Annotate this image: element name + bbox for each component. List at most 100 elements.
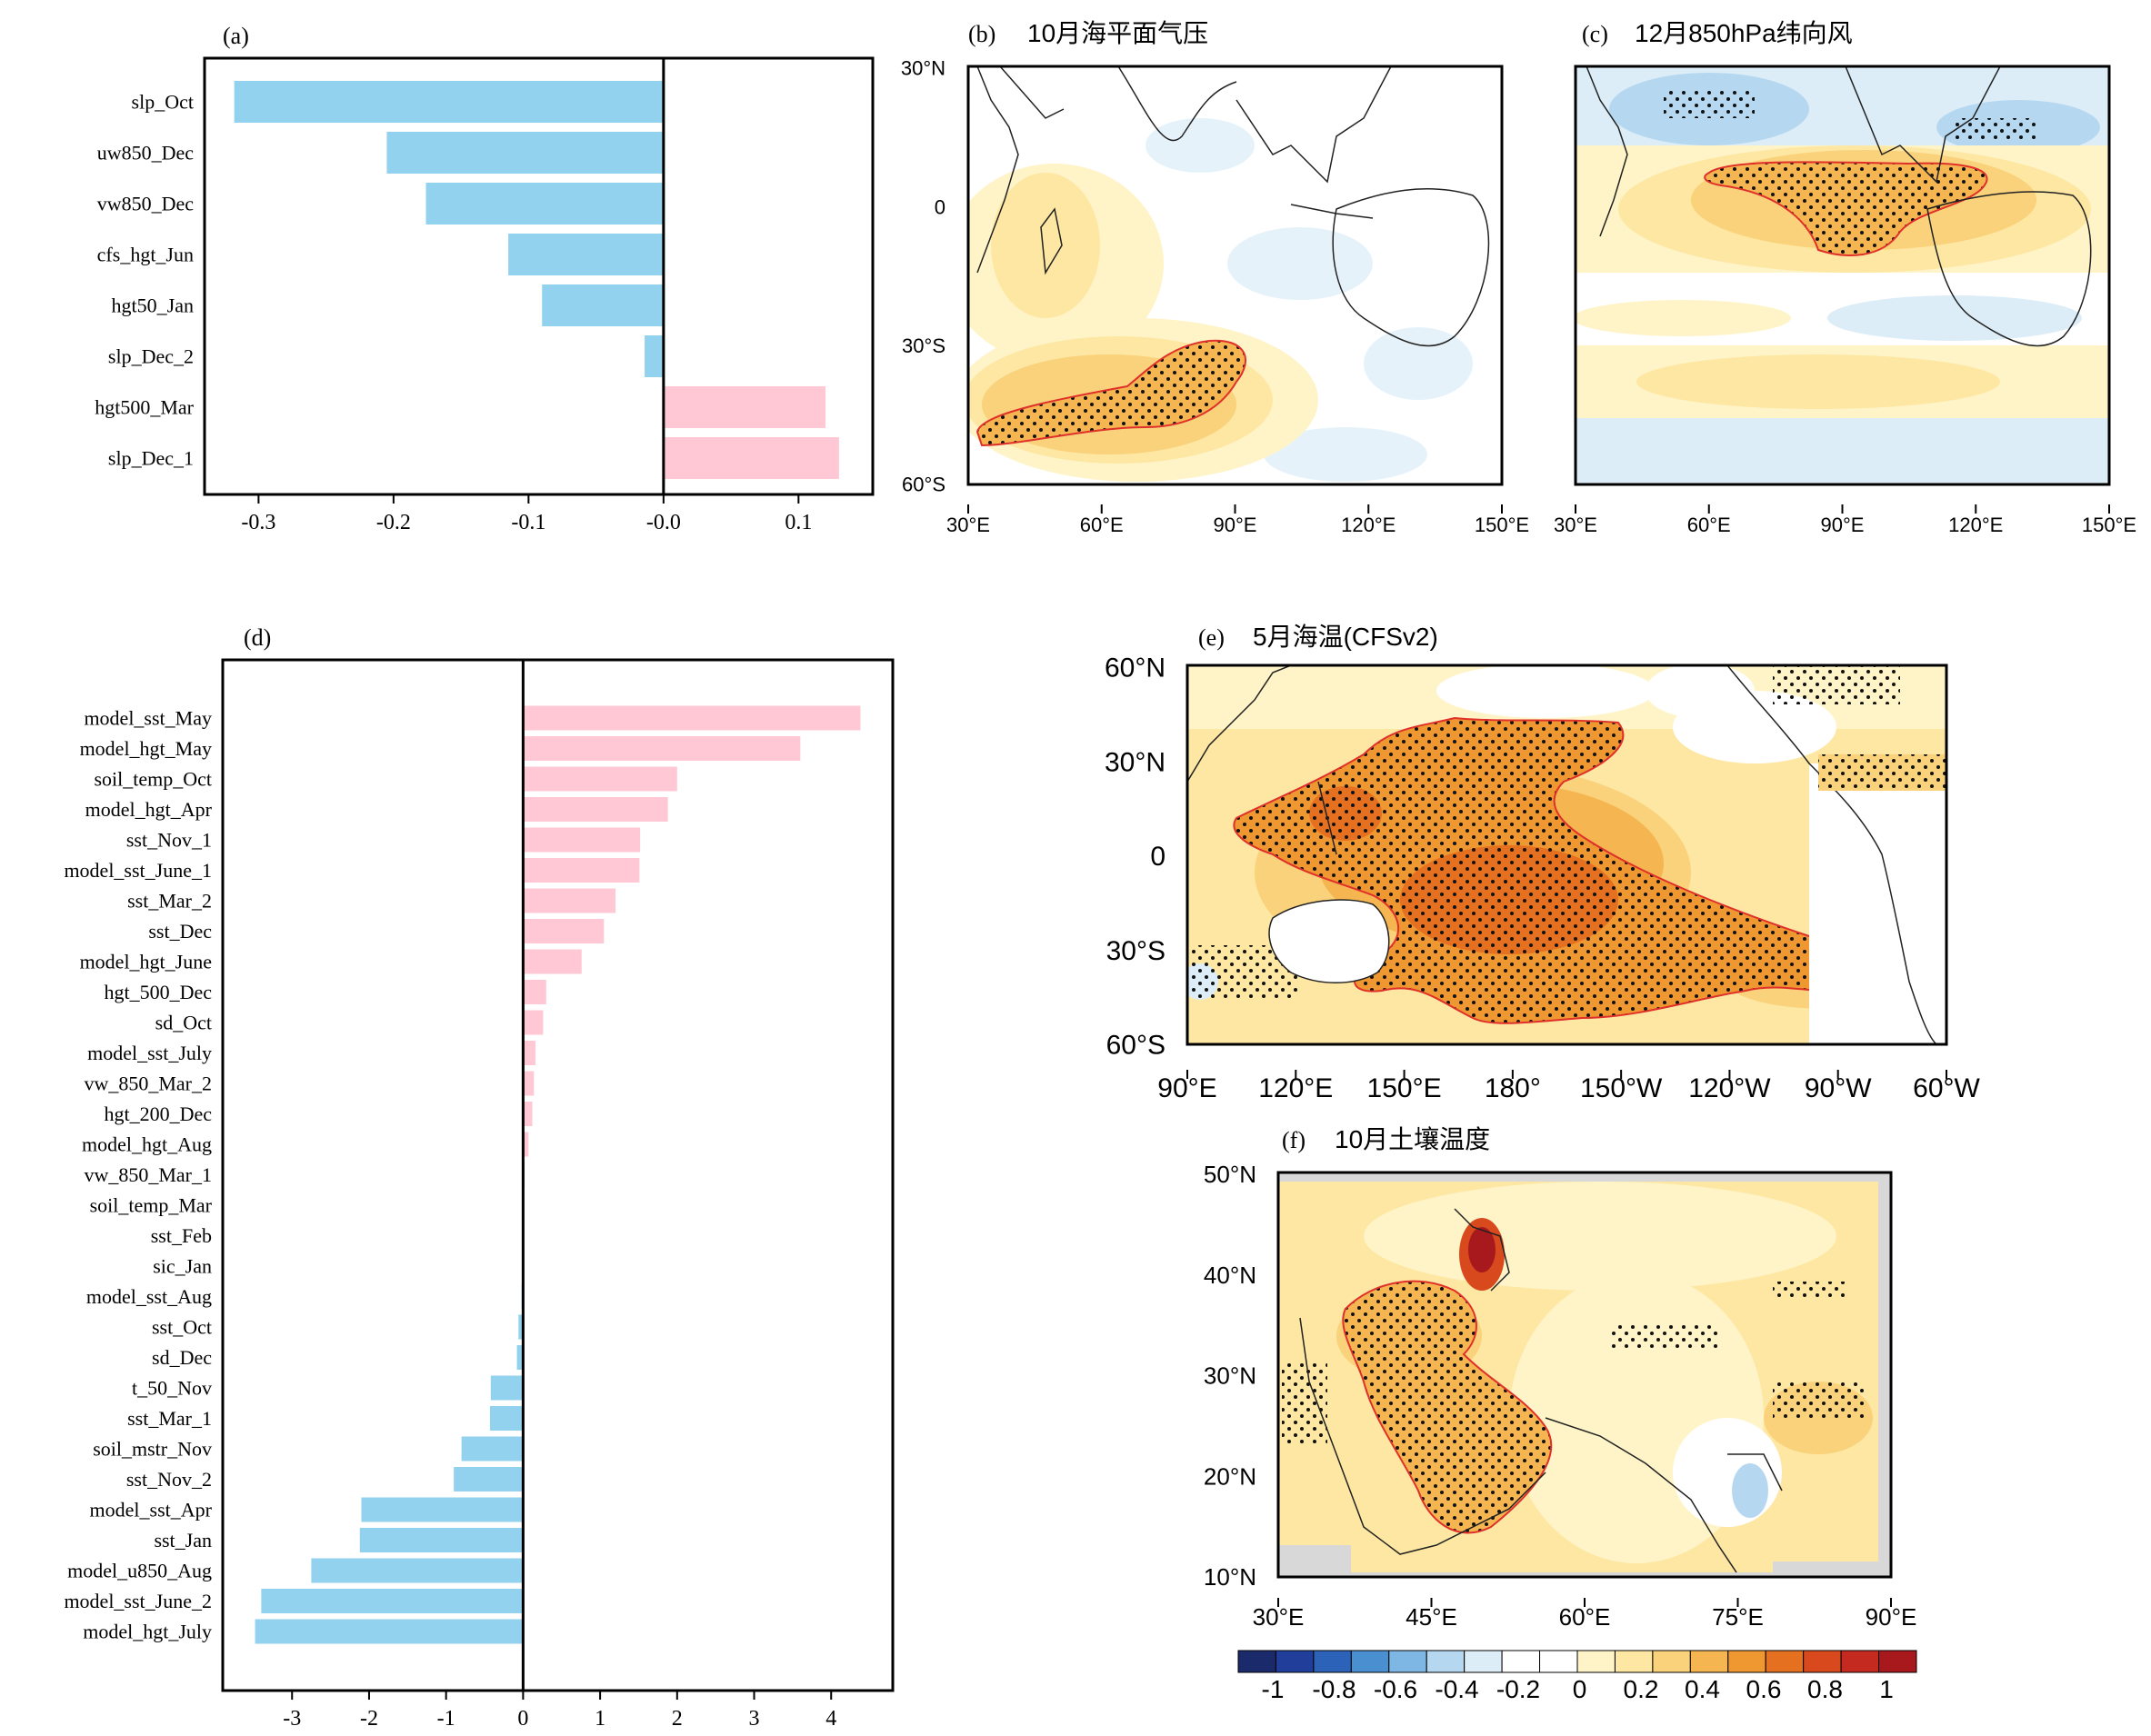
panel-d-tag: (d)	[244, 624, 271, 651]
bar-model_hgt_July	[255, 1619, 524, 1644]
bar-model_sst_July	[523, 1041, 535, 1065]
bar-t_50_Nov	[490, 1375, 524, 1401]
colorbar-label: 0.6	[1746, 1675, 1782, 1703]
lon-label: 90°E	[1214, 514, 1257, 536]
x-tick-label: 3	[749, 1707, 760, 1731]
lat-label: 0	[935, 195, 945, 218]
x-tick-label: 4	[825, 1707, 836, 1731]
category-label: model_sst_June_1	[64, 859, 212, 882]
category-label: soil_mstr_Nov	[93, 1438, 212, 1461]
category-label: sd_Oct	[155, 1012, 212, 1034]
lon-label: 150°E	[1475, 514, 1529, 536]
colorbar-swatch	[1388, 1650, 1427, 1673]
category-label: sst_Nov_2	[126, 1468, 212, 1491]
colorbar-label: -1	[1262, 1675, 1285, 1703]
bar-hgt_200_Dec	[523, 1102, 533, 1126]
bar-sd_Dec	[516, 1345, 524, 1370]
panel-a-bars	[234, 81, 839, 479]
panel-e-lon-labels: 90°E 120°E 150°E 180° 150°W 120°W 90°W 60°W	[1157, 1070, 1981, 1103]
panel-f: (f) 10月土壤温度 30°E	[1204, 1125, 1916, 1631]
panel-c-frame	[1574, 65, 2111, 486]
bar-sst_Jan	[359, 1528, 524, 1552]
category-label: cfs_hgt_Jun	[97, 244, 194, 266]
x-tick-label: 1	[595, 1707, 605, 1731]
panel-e-map	[1187, 665, 1946, 1044]
bar-cfs_hgt_Jun	[508, 234, 664, 275]
bar-sst_Nov_2	[454, 1467, 524, 1492]
bar-slp_Oct	[234, 81, 664, 123]
lat-label: 50°N	[1204, 1161, 1256, 1188]
colorbar: -1 -0.8 -0.6 -0.4 -0.2 0 0.2 0.4 0.6 0.8 1	[1237, 1650, 1917, 1703]
category-label: sst_Mar_1	[127, 1407, 212, 1430]
category-label: model_hgt_Aug	[82, 1133, 212, 1156]
category-label: model_sst_Aug	[86, 1285, 212, 1308]
category-label: slp_Dec_1	[108, 447, 194, 470]
panel-b-title: 10月海平面气压	[1027, 19, 1208, 47]
bar-sst_Oct	[518, 1314, 524, 1340]
bar-sd_Oct	[523, 1010, 544, 1035]
lat-label: 10°N	[1204, 1563, 1256, 1591]
category-label: model_u850_Aug	[67, 1560, 212, 1582]
panel-f-tag: (f)	[1282, 1127, 1306, 1153]
panel-e-title: 5月海温(CFSv2)	[1253, 623, 1438, 651]
colorbar-swatch	[1652, 1650, 1691, 1673]
bar-hgt_500_Dec	[523, 980, 546, 1004]
colorbar-label: -0.6	[1374, 1675, 1417, 1703]
category-label: model_sst_May	[84, 707, 212, 730]
lat-label: 0	[1150, 842, 1166, 872]
category-label: model_sst_June_2	[64, 1590, 212, 1612]
lon-label: 75°E	[1712, 1603, 1764, 1631]
panel-c-lon-labels: 30°E 60°E 90°E 120°E 150°E	[1554, 504, 2136, 536]
panel-b-frame	[966, 65, 1504, 486]
bar-vw_850_Mar_2	[523, 1071, 535, 1096]
panel-f-lon-labels: 30°E 45°E 60°E 75°E 90°E	[1253, 1598, 1916, 1631]
x-tick-label: -1	[437, 1707, 455, 1731]
panel-d-x-ticks: -3 -2 -1 0 1 2 3 4	[283, 1691, 836, 1731]
lat-label: 30°S	[1106, 936, 1166, 966]
lon-label: 60°E	[1687, 514, 1731, 536]
bar-sst_Nov_1	[523, 827, 641, 853]
colorbar-swatch	[1350, 1650, 1390, 1673]
panel-f-title: 10月土壤温度	[1335, 1125, 1490, 1153]
lat-label: 30°N	[901, 57, 945, 80]
lon-label: 120°E	[1341, 514, 1396, 536]
bar-model_sst_Apr	[361, 1497, 524, 1522]
panel-e: (e) 5月海温(CFSv2)	[1105, 623, 1981, 1103]
bar-model_sst_June_1	[523, 858, 640, 883]
category-label: sst_Dec	[148, 920, 212, 943]
x-tick-label: -0.2	[376, 511, 411, 534]
category-label: hgt_500_Dec	[104, 981, 212, 1003]
panel-e-lat-labels: 60°N 30°N 0 30°S 60°S	[1105, 653, 1166, 1061]
colorbar-label: 0.8	[1807, 1675, 1843, 1703]
lat-label: 60°S	[902, 474, 945, 496]
bar-sst_Mar_1	[489, 1406, 524, 1431]
lat-label: 30°N	[1204, 1362, 1256, 1390]
lon-label: 45°E	[1406, 1603, 1457, 1631]
colorbar-label: 1	[1879, 1675, 1894, 1703]
category-label: soil_temp_Mar	[90, 1194, 213, 1217]
category-label: uw850_Dec	[97, 142, 195, 165]
category-label: hgt_200_Dec	[104, 1102, 212, 1125]
category-label: model_hgt_July	[83, 1621, 212, 1643]
panel-b-map	[968, 66, 1502, 484]
bar-model_hgt_June	[523, 949, 582, 974]
panel-d-bars	[255, 705, 861, 1644]
lon-label: 30°E	[946, 514, 990, 536]
bar-model_sst_May	[523, 705, 861, 731]
category-label: sst_Mar_2	[127, 890, 212, 913]
lat-label: 40°N	[1204, 1262, 1256, 1289]
bar-sst_Mar_2	[523, 888, 616, 913]
panel-b-lat-labels: 30°N 0 30°S 60°S	[901, 57, 945, 496]
x-tick-label: -0.3	[241, 511, 275, 534]
lon-label: 150°E	[1367, 1073, 1442, 1103]
bar-hgt50_Jan	[542, 284, 664, 326]
category-label: hgt50_Jan	[112, 294, 194, 317]
x-tick-label: 2	[672, 1707, 683, 1731]
bar-vw850_Dec	[425, 183, 664, 224]
category-label: model_sst_Apr	[90, 1499, 213, 1521]
panel-d-category-labels: model_sst_May model_hgt_May soil_temp_Octm…	[64, 707, 212, 1643]
bar-model_hgt_Apr	[523, 797, 668, 822]
panel-c-map	[1576, 66, 2109, 484]
lat-label: 60°N	[1105, 653, 1166, 683]
